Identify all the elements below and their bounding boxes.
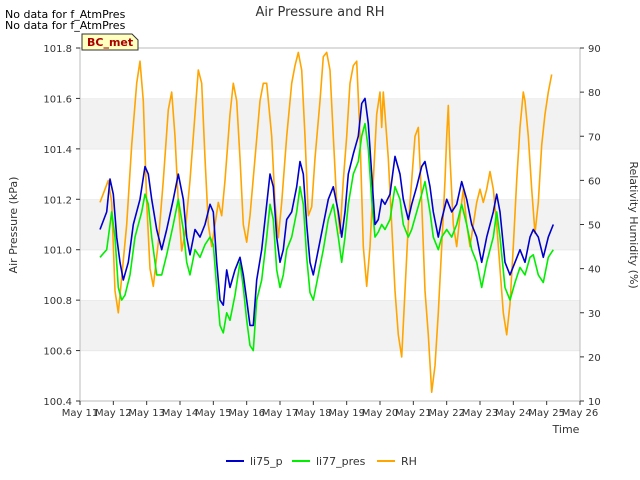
x-tick-label: May 13 bbox=[128, 408, 165, 419]
no-data-note-2: No data for f_AtmPres bbox=[5, 19, 126, 32]
site-badge-label: BC_met bbox=[87, 36, 133, 49]
x-tick-label: May 23 bbox=[462, 408, 499, 419]
y-left-tick-label: 100.6 bbox=[43, 347, 72, 358]
x-tick-label: May 21 bbox=[395, 408, 432, 419]
x-tick-label: May 14 bbox=[162, 408, 199, 419]
x-tick-label: May 25 bbox=[528, 408, 565, 419]
x-tick-label: May 19 bbox=[328, 408, 365, 419]
y-left-tick-label: 101.4 bbox=[43, 145, 72, 156]
legend: li75_p li77_pres RH bbox=[226, 455, 417, 468]
legend-label: RH bbox=[401, 455, 417, 468]
y-axis-right-label: Relativity Humidity (%) bbox=[627, 161, 640, 288]
grid-band bbox=[80, 300, 580, 351]
y-right-tick-label: 80 bbox=[588, 88, 601, 99]
grid-bands bbox=[80, 47, 580, 401]
x-tick-label: May 18 bbox=[295, 408, 332, 419]
grid-band bbox=[80, 350, 580, 401]
y-right-tick-label: 40 bbox=[588, 265, 601, 276]
y-axis-left-label: Air Pressure (kPa) bbox=[7, 177, 20, 274]
y-right-tick-label: 60 bbox=[588, 176, 601, 187]
y-right-tick-label: 30 bbox=[588, 309, 601, 320]
y-left-tick-label: 100.4 bbox=[43, 397, 72, 408]
series-line-li77-pres bbox=[99, 122, 554, 352]
x-tick-label: May 16 bbox=[228, 408, 265, 419]
site-badge: BC_met bbox=[81, 33, 139, 51]
y-left-tick-label: 101.0 bbox=[43, 246, 72, 257]
grid-band bbox=[80, 249, 580, 301]
y-left-tick-label: 101.2 bbox=[43, 195, 72, 206]
y-right-tick-label: 50 bbox=[588, 221, 601, 232]
legend-label: li77_pres bbox=[316, 455, 366, 468]
y-right-tick-label: 70 bbox=[588, 132, 601, 143]
y-right-tick-label: 20 bbox=[588, 353, 601, 364]
grid-band bbox=[80, 98, 580, 149]
x-axis-label: Time bbox=[552, 423, 580, 436]
y-right-tick-label: 10 bbox=[588, 397, 601, 408]
y-left-tick-label: 101.6 bbox=[43, 94, 72, 105]
x-tick-label: May 24 bbox=[495, 408, 532, 419]
x-tick-label: May 12 bbox=[95, 408, 132, 419]
x-tick-label: May 15 bbox=[195, 408, 232, 419]
series-lines bbox=[99, 51, 555, 393]
x-tick-label: May 20 bbox=[362, 408, 399, 419]
grid-band bbox=[80, 148, 580, 200]
x-tick-label: May 26 bbox=[562, 408, 599, 419]
y-left-tick-label: 100.8 bbox=[43, 296, 72, 307]
y-left-tick-label: 101.8 bbox=[43, 44, 72, 55]
no-data-note-1: No data for f_AtmPres bbox=[5, 8, 126, 21]
x-tick-label: May 11 bbox=[62, 408, 99, 419]
y-right-tick-label: 90 bbox=[588, 44, 601, 55]
x-tick-label: May 22 bbox=[428, 408, 465, 419]
x-tick-label: May 17 bbox=[262, 408, 299, 419]
chart-title: Air Pressure and RH bbox=[255, 5, 384, 20]
legend-label: li75_p bbox=[250, 455, 283, 468]
series-line-li75-p bbox=[99, 97, 555, 327]
grid-band bbox=[80, 199, 580, 250]
axes: 100.4 100.6 100.8 101.0 101.2 101.4 101.6 101.8… bbox=[43, 44, 600, 419]
